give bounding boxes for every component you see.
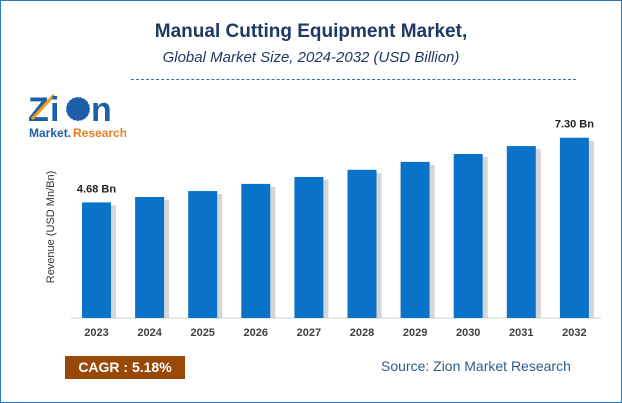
svg-text:i: i	[50, 91, 59, 129]
bar-2030	[453, 153, 483, 318]
bar-shadow	[482, 156, 488, 318]
svg-text:Market.: Market.	[29, 126, 71, 140]
x-tick-label: 2030	[456, 327, 480, 339]
bar-shadow	[164, 199, 170, 318]
cagr-badge: CAGR : 5.18%	[65, 356, 185, 379]
bar-chart: 2023 4.68 Bn 2024 2025 2026 2027 2028 2029 2030 2…	[71, 119, 601, 339]
bar-shadow	[323, 179, 329, 318]
bar-shadow	[217, 194, 223, 318]
x-tick-label: 2027	[297, 327, 321, 339]
svg-text:Research: Research	[73, 126, 126, 140]
bar-2028	[347, 169, 377, 318]
data-label: 7.30 Bn	[555, 119, 594, 131]
bar-2025	[188, 191, 218, 318]
bar-shadow	[535, 149, 541, 318]
data-label: 4.68 Bn	[77, 183, 116, 195]
bar-shadow	[429, 164, 435, 318]
bar-2031	[506, 146, 536, 318]
divider	[131, 79, 576, 80]
x-tick-label: 2029	[403, 327, 427, 339]
bar-shadow	[270, 186, 276, 318]
chart-title: Manual Cutting Equipment Market,	[154, 21, 468, 42]
source-text: Source: Zion Market Research	[381, 358, 571, 374]
x-tick-label: 2025	[190, 327, 214, 339]
x-tick-label: 2023	[84, 327, 108, 339]
bar-2024	[135, 196, 165, 318]
bar-shadow	[111, 205, 116, 318]
svg-text:n: n	[91, 91, 112, 129]
x-tick-label: 2028	[350, 327, 374, 339]
bar-shadow	[588, 140, 594, 318]
bar-2029	[400, 161, 430, 318]
zion-logo: Z i n Market. Research	[28, 91, 126, 140]
x-tick-label: 2024	[137, 327, 162, 339]
bar-2032	[559, 137, 589, 318]
bar-2027	[294, 176, 324, 318]
x-tick-label: 2026	[244, 327, 268, 339]
x-tick-label: 2032	[562, 327, 586, 339]
bar-2026	[241, 183, 271, 318]
bar-2023	[82, 202, 111, 318]
x-tick-label: 2031	[509, 327, 533, 339]
bar-shadow	[376, 172, 382, 318]
chart-subtitle: Global Market Size, 2024-2032 (USD Billi…	[162, 49, 460, 66]
